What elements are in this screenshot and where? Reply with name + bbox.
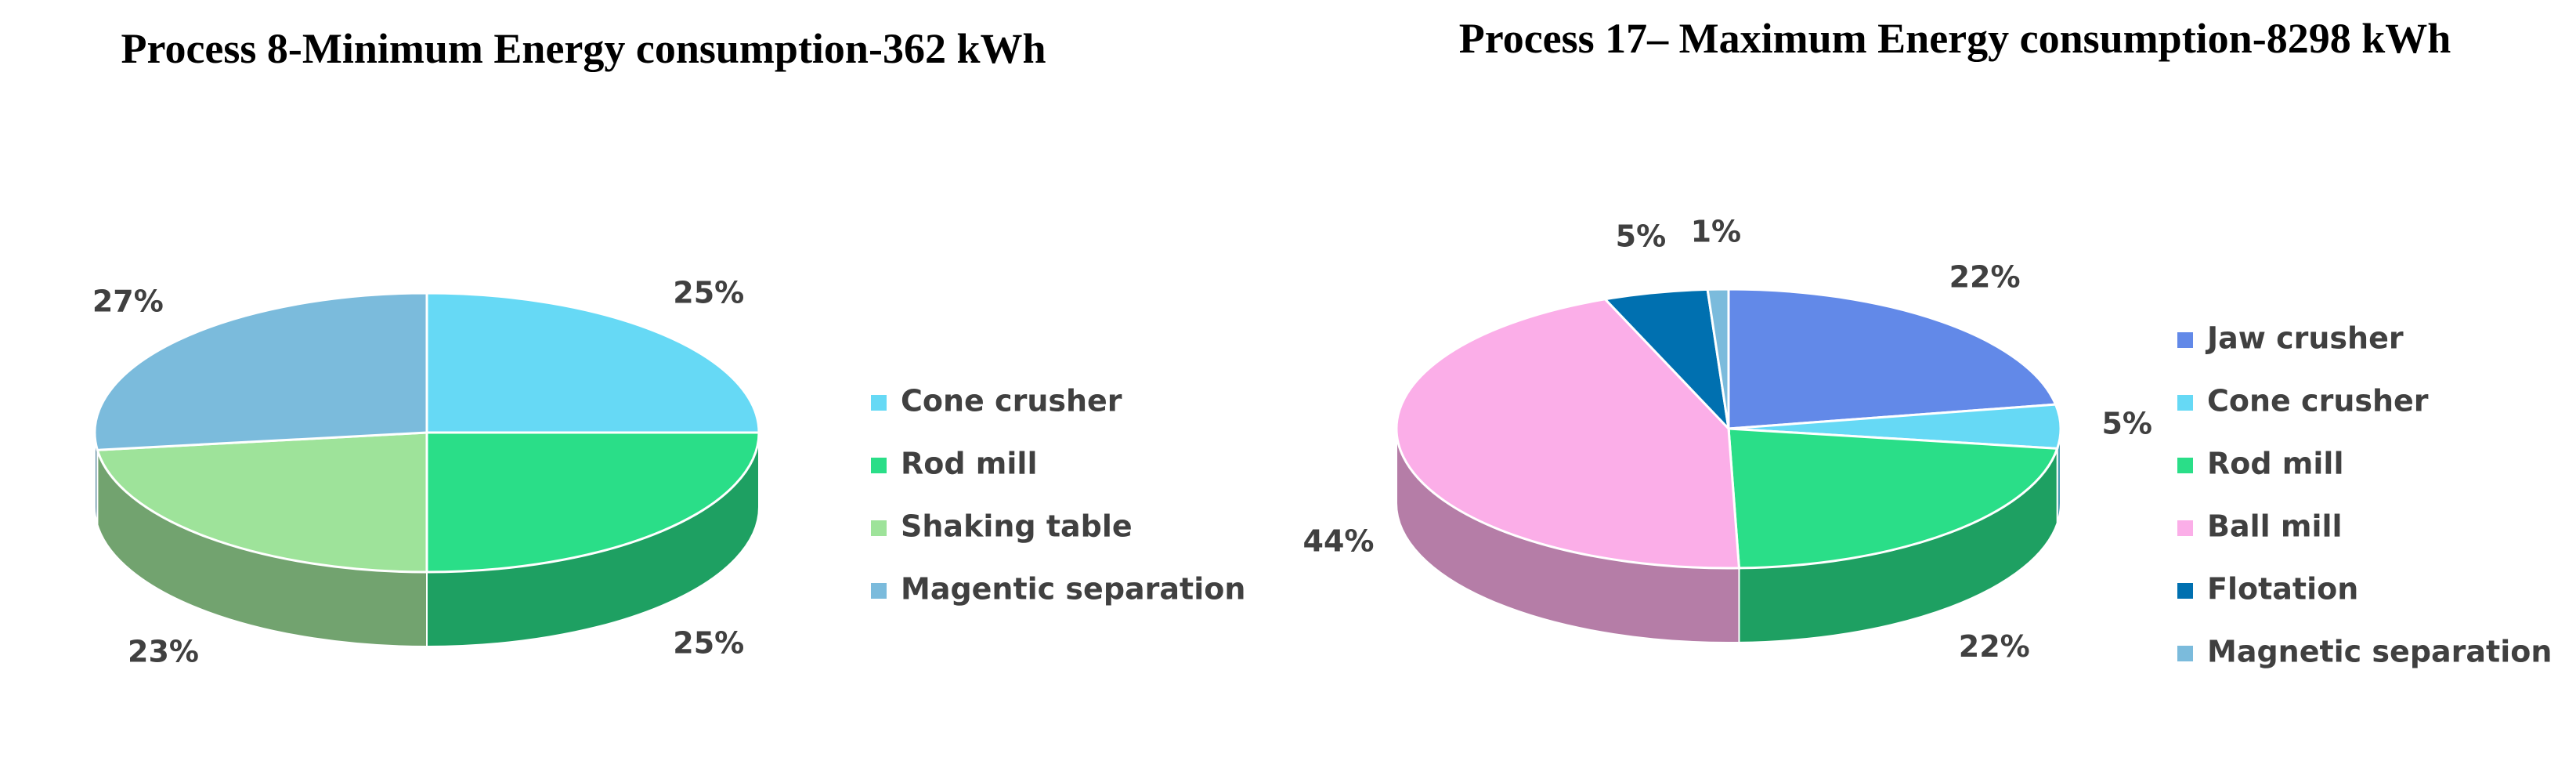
data-label: 25% bbox=[673, 275, 744, 310]
legend-swatch bbox=[871, 520, 887, 536]
data-label: 1% bbox=[1691, 214, 1742, 248]
slice bbox=[1727, 288, 2058, 430]
data-label: 27% bbox=[92, 284, 164, 319]
legend-label: Rod mill bbox=[901, 447, 1037, 481]
data-label: 22% bbox=[1949, 260, 2021, 295]
legend-label: Rod mill bbox=[2207, 447, 2343, 481]
legend-swatch bbox=[2177, 646, 2193, 661]
slice bbox=[425, 292, 761, 434]
data-label: 5% bbox=[2101, 407, 2152, 441]
legend-swatch bbox=[2177, 520, 2193, 536]
slice bbox=[1395, 298, 1741, 570]
chart-title: Process 8-Minimum Energy consumption-362… bbox=[121, 25, 1046, 72]
legend-swatch bbox=[2177, 583, 2193, 599]
legend-label: Cone crusher bbox=[901, 384, 1122, 418]
legend-label: Jaw crusher bbox=[2205, 321, 2404, 356]
slice bbox=[425, 431, 761, 574]
legend-swatch bbox=[871, 395, 887, 411]
chart-title: Process 17– Maximum Energy consumption-8… bbox=[1459, 15, 2451, 62]
data-label: 25% bbox=[673, 626, 744, 661]
data-label: 44% bbox=[1303, 524, 1375, 559]
legend-label: Magentic separation bbox=[901, 572, 1245, 607]
slice bbox=[93, 292, 428, 451]
legend-swatch bbox=[871, 583, 887, 599]
legend-swatch bbox=[2177, 332, 2193, 348]
data-label: 5% bbox=[1616, 219, 1667, 253]
data-label: 22% bbox=[1959, 629, 2030, 664]
legend-label: Flotation bbox=[2207, 572, 2358, 607]
legend-swatch bbox=[871, 458, 887, 473]
legend-swatch bbox=[2177, 395, 2193, 411]
legend-label: Magnetic separation bbox=[2207, 635, 2552, 669]
data-label: 23% bbox=[128, 634, 199, 668]
slice bbox=[1706, 288, 1730, 429]
legend-label: Cone crusher bbox=[2207, 384, 2429, 418]
legend-label: Shaking table bbox=[901, 509, 1133, 544]
legend-swatch bbox=[2177, 458, 2193, 473]
legend-label: Ball mill bbox=[2207, 509, 2343, 544]
slice bbox=[96, 431, 428, 574]
slice bbox=[1727, 427, 2059, 570]
